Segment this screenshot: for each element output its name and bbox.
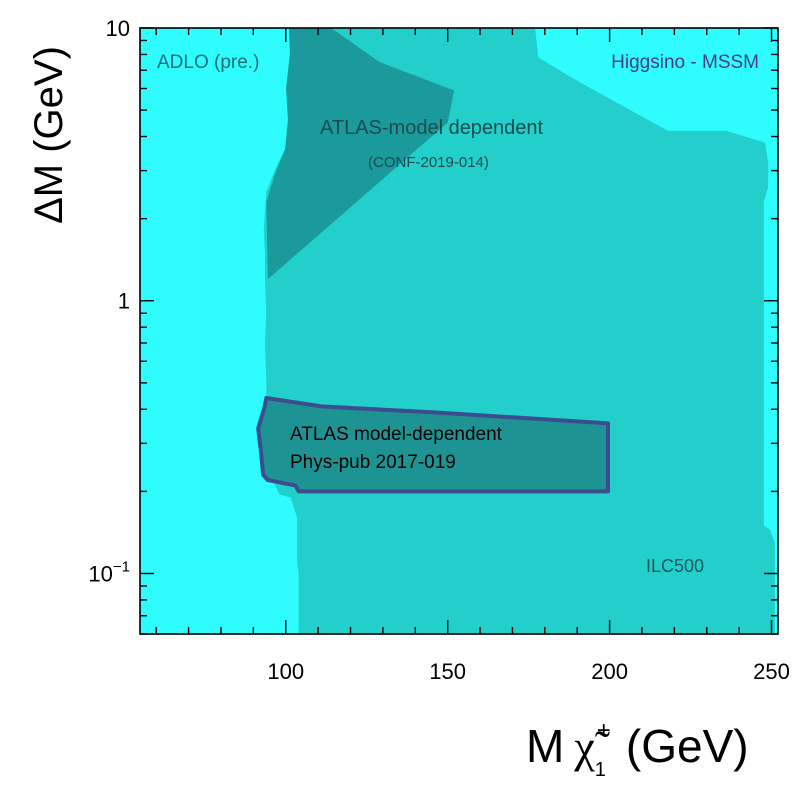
annotation-atlas-phys-title: ATLAS model-dependent	[290, 424, 503, 445]
annotation-higgsino: Higgsino - MSSM	[611, 52, 759, 73]
x-tick-label-250: 250	[753, 659, 790, 684]
region-atlas-model-dependent-conf-2019-014	[266, 28, 455, 280]
x-axis-label-sub: 1	[595, 759, 606, 781]
x-axis-label-unit: (GeV)	[626, 720, 749, 772]
region-atlas-model-dependent-phys-pub-2017-019	[256, 396, 610, 494]
annotation-atlas-conf-title: ATLAS-model dependent	[320, 117, 544, 139]
annotation-atlas-phys-ref: Phys-pub 2017-019	[290, 452, 456, 473]
x-axis-label-sup: +	[597, 717, 611, 744]
y-tick-label-0.1: 10−1	[88, 558, 130, 586]
plot-frame	[139, 27, 779, 635]
annotation-adlo: ADLO (pre.)	[157, 52, 259, 73]
x-axis-label-m: M	[526, 720, 564, 772]
annotation-atlas-conf-ref: (CONF-2019-014)	[368, 154, 489, 171]
x-tick-label-100: 100	[267, 659, 304, 684]
x-tick-label-200: 200	[591, 659, 628, 684]
y-axis-label: ΔM (GeV)	[27, 46, 71, 224]
x-tick-label-150: 150	[429, 659, 466, 684]
y-tick-label-10: 10	[106, 16, 130, 41]
annotation-ilc: ILC500	[646, 556, 704, 576]
y-tick-label-1: 1	[118, 289, 130, 314]
